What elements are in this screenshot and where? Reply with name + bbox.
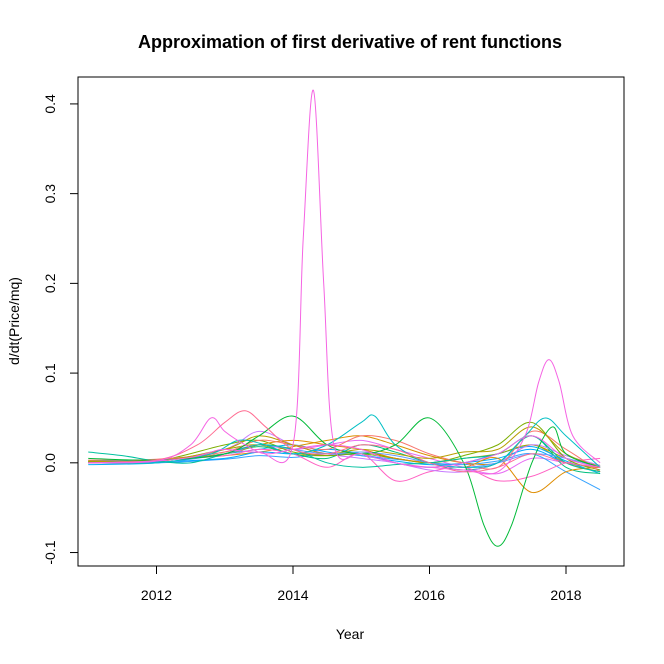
y-tick-label: -0.1 — [42, 540, 58, 564]
chart-title: Approximation of first derivative of ren… — [138, 32, 562, 52]
series-line-2 — [88, 417, 601, 468]
series-line-6 — [88, 414, 601, 468]
x-tick-label: 2018 — [550, 587, 581, 603]
series-layer — [88, 89, 601, 547]
y-tick-label: 0.4 — [42, 94, 58, 114]
x-tick-label: 2014 — [277, 587, 308, 603]
x-axis-label: Year — [336, 626, 365, 642]
x-tick-label: 2016 — [414, 587, 445, 603]
x-tick-label: 2012 — [141, 587, 172, 603]
y-tick-label: 0.3 — [42, 184, 58, 204]
plot-frame — [77, 76, 625, 567]
series-line-14 — [88, 448, 601, 482]
series-line-3 — [88, 410, 601, 473]
y-axis-label: d/dt(Price/mq) — [6, 277, 22, 365]
series-line-1 — [88, 89, 601, 475]
series-line-11 — [88, 421, 601, 471]
y-tick-label: 0.0 — [42, 453, 58, 473]
y-tick-label: 0.1 — [42, 363, 58, 383]
y-tick-label: 0.2 — [42, 273, 58, 293]
